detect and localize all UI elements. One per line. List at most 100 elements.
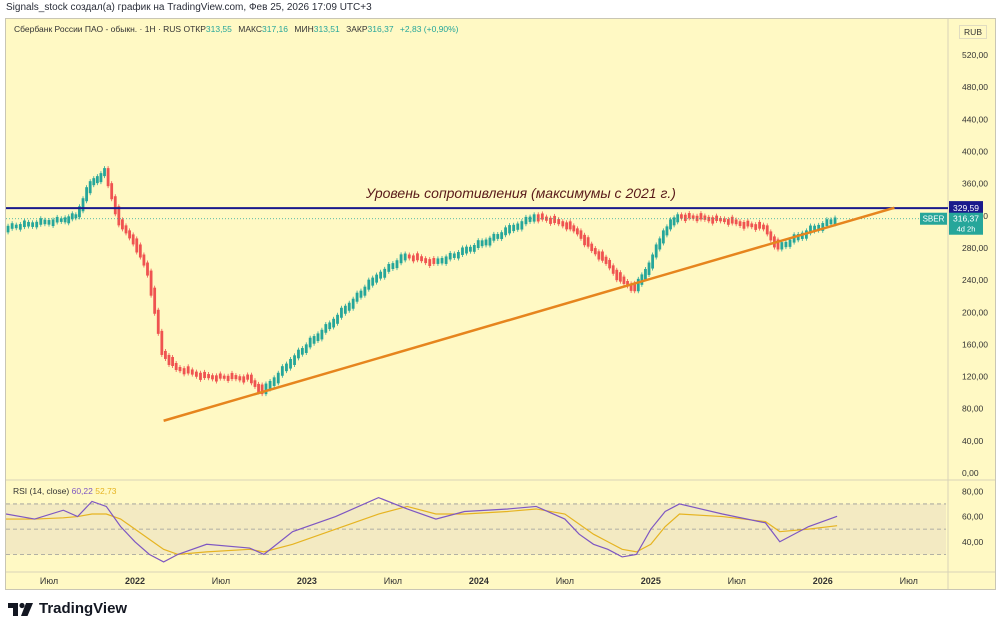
price-candle [780, 242, 784, 250]
price-candle [734, 219, 738, 225]
open-label: ОТКР [183, 24, 206, 34]
price-candle [383, 268, 387, 278]
price-candle [444, 256, 448, 264]
low-label: МИН [294, 24, 314, 34]
price-candle [47, 220, 51, 225]
price-candle [484, 239, 488, 246]
price-candle [285, 363, 288, 372]
price-candle [553, 215, 557, 224]
price-candle [742, 221, 746, 229]
price-candle [23, 220, 26, 228]
symbol-label: Сбербанк России ПАО - обыкн. · 1Н · RUS [14, 24, 182, 34]
last-price-tag-box [949, 212, 983, 235]
time-axis-tick-label: Июл [384, 576, 402, 586]
time-axis-tick-label: 2023 [297, 576, 317, 586]
price-candle [604, 256, 608, 264]
price-candle [59, 218, 63, 222]
price-candle [687, 213, 691, 219]
support-trendline [163, 206, 895, 422]
rsi-axis-tick-label: 40,00 [962, 537, 984, 547]
price-candle [272, 377, 276, 386]
open-value: 313,55 [205, 24, 232, 34]
price-candle [242, 376, 246, 383]
price-candle [78, 206, 81, 218]
price-candle [496, 234, 500, 239]
price-candle [211, 375, 214, 380]
price-candle [160, 330, 164, 355]
price-candle [35, 221, 39, 228]
price-candle [14, 224, 18, 229]
price-candle [222, 375, 226, 379]
price-candle [312, 336, 316, 344]
price-candle [238, 376, 242, 381]
rsi-label: RSI (14, close) [13, 486, 70, 496]
price-candle [456, 251, 460, 259]
price-candle [746, 220, 750, 227]
price-candle [268, 380, 272, 390]
price-candle [586, 237, 590, 247]
price-candle [363, 286, 367, 296]
price-candle [669, 219, 672, 230]
price-candle [703, 215, 707, 220]
currency-button[interactable]: RUB [959, 25, 987, 39]
resistance-tag-label: 329,59 [953, 203, 979, 213]
price-candle [207, 374, 210, 379]
price-candle [260, 384, 264, 395]
price-candle [730, 216, 734, 224]
price-candle [343, 305, 347, 314]
time-axis-tick-label: 2025 [641, 576, 661, 586]
price-candle [651, 254, 655, 269]
price-candle [387, 263, 391, 272]
price-candle [194, 371, 198, 377]
price-candle [452, 253, 456, 258]
price-candle [825, 219, 829, 227]
price-candle [99, 173, 103, 183]
price-candle [754, 224, 758, 230]
price-candle [293, 355, 296, 365]
price-candle [174, 363, 178, 371]
time-axis-tick-label: 2024 [469, 576, 489, 586]
price-candle [813, 225, 816, 232]
price-candle [63, 217, 67, 223]
price-candle [516, 223, 520, 230]
price-candle [10, 223, 14, 229]
price-candle [264, 383, 268, 395]
price-candle [359, 290, 363, 298]
price-candle [833, 217, 837, 225]
price-candle [590, 243, 594, 252]
tradingview-logo[interactable]: TradingView [8, 600, 127, 617]
rsi-axis-tick-label: 80,00 [962, 486, 984, 496]
price-candle [448, 252, 452, 260]
price-candle [332, 318, 336, 328]
price-candle [762, 224, 765, 230]
price-candle [328, 322, 332, 330]
price-candle [395, 260, 399, 269]
price-candle [257, 383, 260, 393]
price-candle [31, 222, 35, 227]
price-candle [135, 238, 139, 253]
chart-frame[interactable]: 520,00480,00440,00400,00360,00320,00280,… [5, 18, 996, 590]
price-candle [540, 213, 544, 220]
price-candle [461, 247, 464, 255]
price-chart[interactable]: 520,00480,00440,00400,00360,00320,00280,… [6, 19, 996, 590]
price-candle [500, 232, 504, 240]
price-candle [532, 214, 536, 222]
price-candle [572, 225, 576, 232]
price-candle [726, 219, 730, 225]
price-candle [738, 221, 742, 226]
rsi-value: 60,22 [71, 486, 93, 496]
price-candle [138, 244, 142, 258]
price-candle [67, 216, 71, 224]
price-candle [347, 302, 351, 311]
price-candle [432, 258, 436, 264]
price-candle [528, 216, 532, 222]
tradingview-logo-icon [8, 602, 33, 616]
rsi-line [6, 496, 838, 563]
price-candle [367, 279, 371, 290]
price-candle [85, 187, 89, 202]
price-candle [300, 348, 304, 355]
price-candle [70, 213, 74, 220]
price-candle [304, 344, 308, 354]
price-candle [106, 168, 110, 187]
price-candle [6, 225, 10, 233]
